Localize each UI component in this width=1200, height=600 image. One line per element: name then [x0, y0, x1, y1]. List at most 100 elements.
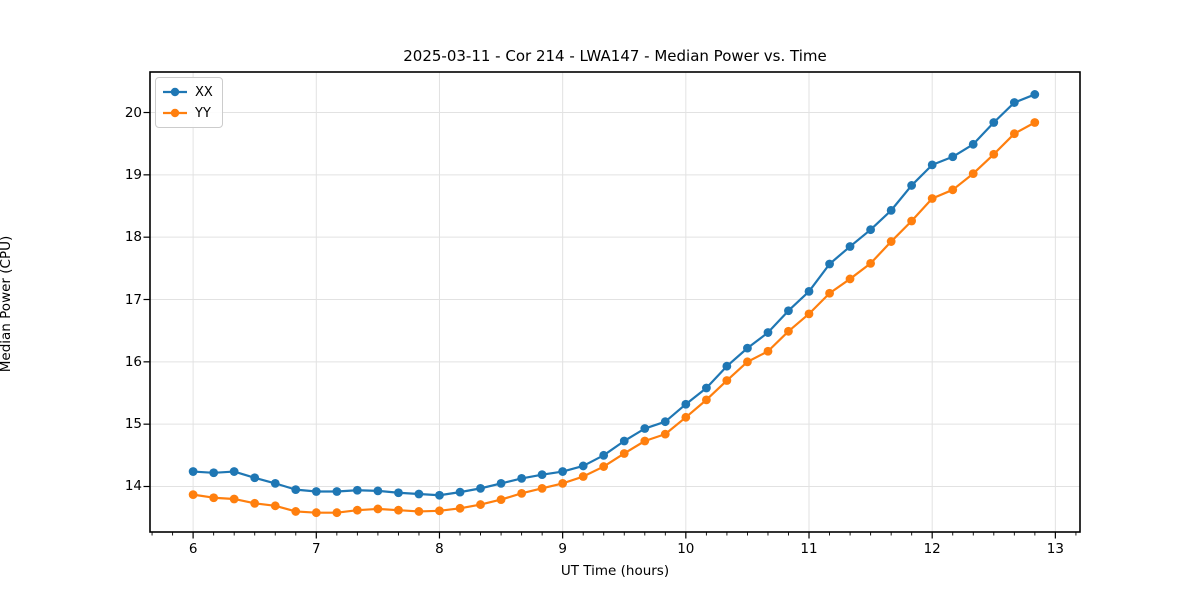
data-point: [599, 450, 609, 460]
data-point: [743, 357, 752, 367]
data-point: [476, 483, 485, 493]
data-point: [681, 399, 691, 409]
data-point: [517, 473, 527, 483]
data-point: [763, 328, 773, 337]
y-tick-label: 20: [124, 104, 142, 121]
x-tick-label: 13: [1046, 541, 1064, 557]
data-point: [517, 488, 527, 498]
data-point: [435, 506, 444, 516]
legend-line-yy-icon: [163, 108, 187, 118]
data-point: [619, 436, 629, 446]
data-point: [640, 424, 650, 433]
y-axis-label: Median Power (CPU): [0, 235, 14, 373]
chart-title: 2025-03-11 - Cor 214 - LWA147 - Median P…: [403, 47, 827, 65]
data-point: [825, 259, 834, 269]
data-point: [291, 507, 301, 516]
legend-line-xx-icon: [163, 87, 187, 97]
data-point: [373, 486, 383, 496]
x-axis-label: UT Time (hours): [560, 563, 670, 579]
data-point: [701, 383, 711, 393]
data-point: [332, 487, 342, 496]
data-point: [907, 181, 917, 190]
data-point: [537, 470, 547, 480]
data-point: [558, 478, 568, 488]
data-point: [209, 493, 219, 503]
data-point: [229, 494, 239, 504]
axis-ticks: [143, 111, 1077, 539]
data-point: [435, 490, 444, 500]
data-point: [1030, 118, 1040, 127]
data-point: [558, 467, 568, 476]
data-point: [927, 194, 937, 203]
data-point: [825, 288, 834, 298]
data-point: [578, 472, 588, 481]
data-point: [414, 507, 424, 516]
data-point: [743, 343, 752, 353]
legend-label-xx: XX: [195, 84, 213, 100]
y-tick-label: 19: [124, 166, 142, 183]
data-point: [886, 237, 896, 246]
x-tick-label: 6: [188, 541, 198, 557]
data-point: [722, 376, 732, 385]
data-point: [476, 500, 485, 509]
series-xx: [188, 90, 1040, 500]
data-point: [496, 478, 506, 488]
y-tick-label: 14: [124, 478, 142, 495]
legend-entry-xx: XX: [162, 82, 213, 102]
data-point: [968, 139, 978, 149]
data-point: [188, 467, 198, 476]
data-point: [989, 149, 999, 159]
legend: XX YY: [155, 77, 223, 128]
data-point: [681, 412, 691, 422]
data-point: [784, 306, 793, 316]
data-point: [209, 468, 219, 478]
data-point: [311, 508, 321, 518]
data-point: [332, 508, 342, 518]
data-point: [722, 361, 732, 371]
data-point: [270, 478, 280, 488]
data-point: [599, 462, 609, 471]
data-point: [414, 489, 424, 499]
data-point: [250, 473, 260, 483]
data-point: [968, 169, 978, 178]
data-point: [907, 216, 917, 226]
data-point: [763, 346, 773, 356]
data-point: [948, 152, 958, 162]
legend-label-yy: YY: [195, 105, 211, 121]
y-tick-label: 16: [124, 353, 142, 370]
data-point: [250, 498, 260, 508]
data-point: [373, 504, 383, 514]
data-point: [701, 395, 711, 405]
data-point: [270, 501, 280, 511]
y-tick-label: 15: [124, 416, 142, 433]
data-point: [866, 258, 875, 268]
data-point: [660, 429, 670, 439]
data-point: [455, 487, 465, 497]
data-point: [989, 118, 999, 127]
x-tick-label: 11: [800, 541, 818, 557]
data-point: [948, 185, 958, 195]
data-point: [845, 274, 855, 284]
gridlines: [150, 72, 1080, 532]
data-point: [927, 160, 937, 170]
data-point: [311, 487, 321, 496]
data-point: [640, 436, 650, 446]
data-point: [886, 205, 896, 215]
x-tick-label: 8: [435, 541, 444, 557]
data-point: [804, 309, 814, 319]
x-tick-label: 7: [311, 541, 321, 557]
data-point: [537, 483, 547, 493]
data-point: [660, 417, 670, 427]
data-point: [229, 467, 239, 476]
data-point: [1009, 129, 1019, 139]
y-tick-label: 18: [124, 229, 142, 246]
data-point: [1009, 98, 1019, 107]
x-tick-label: 9: [558, 541, 567, 557]
data-point: [866, 225, 875, 235]
data-point: [352, 485, 362, 495]
data-point: [1030, 90, 1040, 99]
data-point: [291, 485, 301, 495]
data-point: [394, 505, 403, 515]
